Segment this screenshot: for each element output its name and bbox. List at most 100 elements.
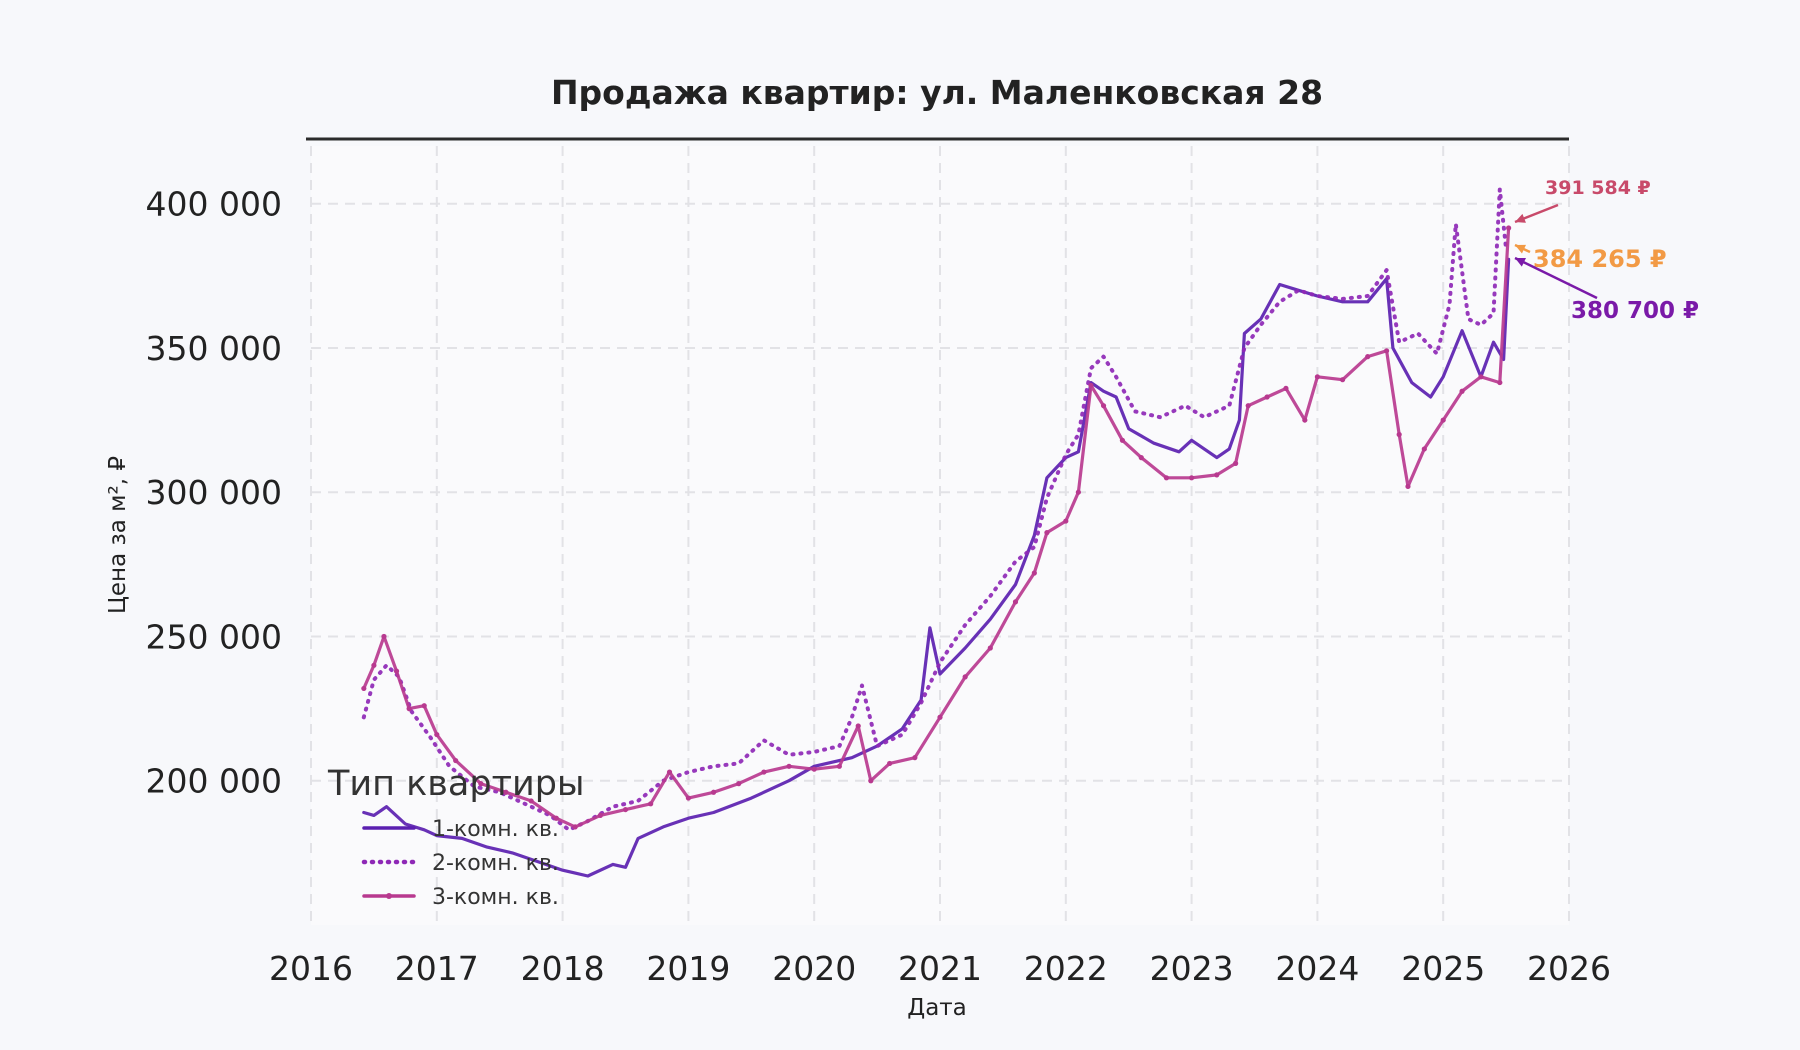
series-point-3 xyxy=(1063,518,1069,524)
series-point-3 xyxy=(478,781,484,787)
series-point-3 xyxy=(421,703,427,709)
series-point-3 xyxy=(528,798,534,804)
series-point-3 xyxy=(1314,374,1320,380)
x-tick-label: 2022 xyxy=(1024,949,1108,988)
series-point-3 xyxy=(453,757,459,764)
x-tick-label: 2021 xyxy=(898,949,982,988)
legend-label: 3-комн. кв. xyxy=(432,885,559,910)
x-tick-label: 2026 xyxy=(1527,949,1611,988)
series-point-3 xyxy=(1031,570,1037,576)
series-point-3 xyxy=(887,760,893,767)
x-tick-label: 2019 xyxy=(646,949,730,988)
y-tick-label: 250 000 xyxy=(146,617,282,656)
series-point-3 xyxy=(1100,403,1107,409)
series-group xyxy=(361,187,1512,878)
series-point-3 xyxy=(1138,455,1144,461)
annotation-arrowhead xyxy=(1515,213,1526,223)
y-tick-label: 400 000 xyxy=(146,185,282,224)
x-tick-label: 2018 xyxy=(521,949,605,988)
y-tick-label: 350 000 xyxy=(146,329,282,368)
series-point-3 xyxy=(1506,225,1512,231)
series-point-3 xyxy=(381,633,387,640)
y-tick-label: 300 000 xyxy=(146,473,282,512)
series-point-3 xyxy=(1214,472,1220,478)
series-point-3 xyxy=(503,789,509,795)
series-point-3 xyxy=(1283,385,1289,391)
series-point-3 xyxy=(393,668,400,674)
annotation-arrowhead xyxy=(1515,244,1526,254)
x-tick-label: 2017 xyxy=(395,949,479,988)
plot-area xyxy=(311,146,1569,925)
series-point-3 xyxy=(1440,417,1446,423)
series-point-3 xyxy=(1163,475,1170,481)
series-point-3 xyxy=(434,731,440,738)
y-axis-ticks: 200 000 250 000 300 000 350 000 400 000 xyxy=(146,185,282,801)
series-point-3 xyxy=(371,662,377,668)
series-point-3 xyxy=(406,706,412,712)
legend-marker xyxy=(386,893,392,899)
legend: Тип квартиры 1-комн. кв. 2-комн. кв. 3-ком… xyxy=(327,764,585,910)
annotation-label: 391 584 ₽ xyxy=(1545,177,1651,199)
x-axis-label: Дата xyxy=(907,995,967,1021)
series-point-3 xyxy=(1339,377,1346,383)
series-point-3 xyxy=(962,674,968,680)
series-point-3 xyxy=(736,781,742,787)
series-point-3 xyxy=(597,812,603,818)
series-point-3 xyxy=(1459,388,1465,394)
annotation-label: 384 265 ₽ xyxy=(1533,245,1667,273)
legend-label: 1-комн. кв. xyxy=(432,817,559,842)
series-point-3 xyxy=(648,801,654,807)
series-point-3 xyxy=(868,778,874,784)
x-tick-label: 2024 xyxy=(1275,949,1359,988)
series-point-3 xyxy=(1088,382,1094,389)
series-point-3 xyxy=(1396,431,1402,438)
annotations: 391 584 ₽ 384 265 ₽ 380 700 ₽ xyxy=(1514,177,1699,324)
series-point-3 xyxy=(710,789,717,795)
annotation-label: 380 700 ₽ xyxy=(1571,298,1699,324)
series-point-3 xyxy=(987,645,993,651)
series-point-3 xyxy=(1405,483,1411,490)
series-point-3 xyxy=(1233,460,1239,466)
series-point-3 xyxy=(1383,348,1390,354)
series-point-3 xyxy=(1012,599,1019,605)
series-point-3 xyxy=(1497,379,1503,386)
series-line-3 xyxy=(362,226,1511,829)
x-axis-ticks: 2016 2017 2018 2019 2020 2021 2022 2023 2024 2025… xyxy=(269,949,1611,988)
series-point-3 xyxy=(553,815,559,821)
chart-title: Продажа квартир: ул. Маленковская 28 xyxy=(551,73,1323,112)
series-point-3 xyxy=(1302,417,1308,423)
x-tick-label: 2020 xyxy=(772,949,856,988)
series-point-3 xyxy=(1245,403,1251,409)
series-point-3 xyxy=(1119,437,1126,443)
series-point-3 xyxy=(685,795,692,801)
series-point-3 xyxy=(1478,374,1484,380)
series-point-3 xyxy=(912,755,918,761)
series-point-3 xyxy=(666,769,673,775)
grid xyxy=(310,146,1570,925)
series-point-3 xyxy=(855,723,861,729)
series-point-3 xyxy=(761,769,767,775)
series-point-3 xyxy=(1264,394,1270,400)
series-point-3 xyxy=(1189,475,1195,481)
annotation-arrow xyxy=(1514,256,1598,300)
series-point-3 xyxy=(572,824,578,830)
series-point-3 xyxy=(836,763,842,769)
y-tick-label: 200 000 xyxy=(146,762,282,801)
series-point-3 xyxy=(786,763,792,769)
series-point-3 xyxy=(937,714,943,720)
series-point-3 xyxy=(811,766,817,772)
x-tick-label: 2016 xyxy=(269,949,353,988)
x-tick-label: 2023 xyxy=(1150,949,1234,988)
series-point-3 xyxy=(1044,530,1050,536)
legend-title: Тип квартиры xyxy=(327,764,585,804)
series-point-3 xyxy=(361,685,367,692)
series-point-3 xyxy=(622,806,629,813)
y-axis-label: Цена за м², ₽ xyxy=(105,456,131,614)
series-point-3 xyxy=(1421,446,1427,452)
annotation-arrowhead xyxy=(1515,258,1526,267)
series-point-3 xyxy=(1075,489,1081,495)
legend-label: 2-комн. кв. xyxy=(432,851,559,876)
series-line-1 xyxy=(362,257,1511,878)
x-tick-label: 2025 xyxy=(1401,949,1485,988)
